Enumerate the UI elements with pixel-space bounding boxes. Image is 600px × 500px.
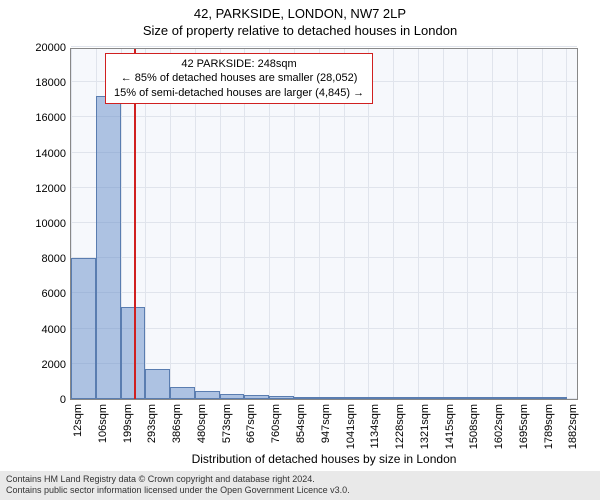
x-tick: 1415sqm bbox=[444, 404, 456, 464]
footer-line1: Contains HM Land Registry data © Crown c… bbox=[6, 474, 594, 486]
gridline-h bbox=[71, 292, 577, 293]
y-tick: 10000 bbox=[26, 218, 66, 230]
histogram-bar bbox=[145, 369, 170, 399]
y-tick: 14000 bbox=[26, 148, 66, 160]
x-tick: 947sqm bbox=[320, 404, 332, 464]
histogram-bar bbox=[244, 395, 269, 399]
histogram-bar bbox=[170, 387, 195, 399]
histogram-bar bbox=[195, 391, 220, 399]
chart-title-sub: Size of property relative to detached ho… bbox=[0, 21, 600, 38]
gridline-v bbox=[393, 49, 394, 399]
histogram-bar bbox=[294, 397, 319, 399]
gridline-h bbox=[71, 257, 577, 258]
x-tick: 293sqm bbox=[146, 404, 158, 464]
gridline-h bbox=[71, 222, 577, 223]
y-tick: 12000 bbox=[26, 183, 66, 195]
y-tick: 16000 bbox=[26, 112, 66, 124]
chart-container: 42, PARKSIDE, LONDON, NW7 2LP Size of pr… bbox=[0, 0, 600, 500]
y-tick: 6000 bbox=[26, 288, 66, 300]
y-tick: 20000 bbox=[26, 42, 66, 54]
annotation-box: 42 PARKSIDE: 248sqm ← 85% of detached ho… bbox=[105, 53, 373, 104]
x-tick: 199sqm bbox=[122, 404, 134, 464]
x-tick: 573sqm bbox=[221, 404, 233, 464]
gridline-v bbox=[566, 49, 567, 399]
gridline-h bbox=[71, 116, 577, 117]
histogram-bar bbox=[443, 397, 468, 399]
gridline-v bbox=[517, 49, 518, 399]
x-tick: 106sqm bbox=[97, 404, 109, 464]
gridline-h bbox=[71, 363, 577, 364]
annotation-line1: 42 PARKSIDE: 248sqm bbox=[114, 57, 364, 71]
y-tick: 8000 bbox=[26, 253, 66, 265]
gridline-h bbox=[71, 187, 577, 188]
x-tick: 1134sqm bbox=[369, 404, 381, 464]
gridline-v bbox=[492, 49, 493, 399]
x-tick: 854sqm bbox=[295, 404, 307, 464]
histogram-bar bbox=[71, 258, 96, 399]
histogram-bar bbox=[492, 397, 517, 399]
x-tick: 1321sqm bbox=[419, 404, 431, 464]
gridline-h bbox=[71, 152, 577, 153]
chart-title-main: 42, PARKSIDE, LONDON, NW7 2LP bbox=[0, 0, 600, 21]
x-tick: 667sqm bbox=[245, 404, 257, 464]
footer-line2: Contains public sector information licen… bbox=[6, 485, 594, 497]
x-tick: 12sqm bbox=[72, 404, 84, 464]
histogram-bar bbox=[220, 394, 245, 399]
gridline-h bbox=[71, 328, 577, 329]
y-tick: 18000 bbox=[26, 77, 66, 89]
x-tick: 1228sqm bbox=[394, 404, 406, 464]
histogram-bar bbox=[418, 397, 443, 399]
gridline-h bbox=[71, 46, 577, 47]
x-tick: 480sqm bbox=[196, 404, 208, 464]
x-tick: 386sqm bbox=[171, 404, 183, 464]
x-tick: 1508sqm bbox=[468, 404, 480, 464]
y-tick: 0 bbox=[26, 394, 66, 406]
y-tick: 4000 bbox=[26, 324, 66, 336]
histogram-bar bbox=[319, 397, 344, 399]
gridline-v bbox=[467, 49, 468, 399]
x-tick: 1695sqm bbox=[518, 404, 530, 464]
histogram-bar bbox=[368, 397, 393, 399]
histogram-bar bbox=[344, 397, 369, 399]
gridline-v bbox=[443, 49, 444, 399]
histogram-bar bbox=[517, 397, 542, 399]
footer: Contains HM Land Registry data © Crown c… bbox=[0, 471, 600, 500]
x-tick: 760sqm bbox=[270, 404, 282, 464]
histogram-bar bbox=[393, 397, 418, 399]
x-tick: 1041sqm bbox=[345, 404, 357, 464]
annotation-line3: 15% of semi-detached houses are larger (… bbox=[114, 86, 364, 100]
histogram-bar bbox=[542, 397, 567, 399]
x-tick: 1602sqm bbox=[493, 404, 505, 464]
annotation-line2: ← 85% of detached houses are smaller (28… bbox=[114, 71, 364, 85]
gridline-v bbox=[542, 49, 543, 399]
x-tick: 1789sqm bbox=[543, 404, 555, 464]
y-tick: 2000 bbox=[26, 359, 66, 371]
histogram-bar bbox=[467, 397, 492, 399]
histogram-bar bbox=[96, 96, 121, 399]
histogram-bar bbox=[269, 396, 294, 399]
gridline-v bbox=[418, 49, 419, 399]
x-tick: 1882sqm bbox=[567, 404, 579, 464]
